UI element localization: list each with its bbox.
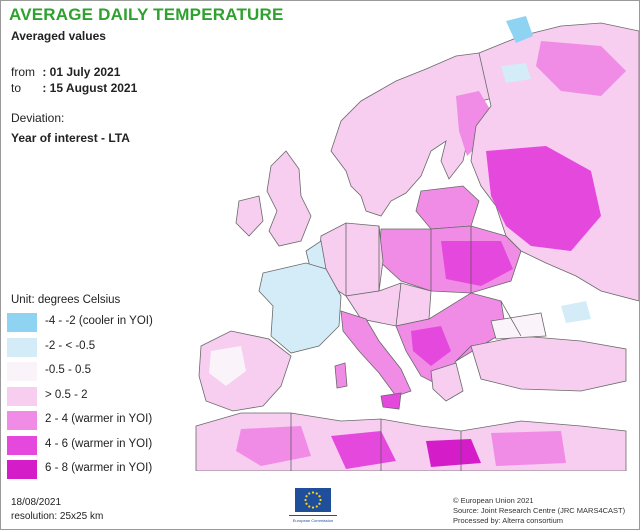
region-ireland [235,195,264,237]
comparison-label: Year of interest - LTA [11,131,130,145]
credit-line: Source: Joint Research Centre (JRC MARS4… [453,506,626,515]
eu-star-icon [305,502,308,505]
credit-line: © European Union 2021 [453,496,534,505]
legend-label: -2 - < -0.5 [45,339,96,352]
map-subtitle: Averaged values [11,29,106,43]
eu-logo-text: European Commission [293,518,333,523]
period-from-label: from [11,65,35,79]
eu-star-icon [311,506,315,509]
legend-label: -4 - -2 (cooler in YOI) [45,315,153,327]
region-north-cool [501,63,531,83]
region-north-africa-warm-west [236,426,311,466]
region-kola-cool [506,16,533,43]
region-turkey-neutral [490,312,547,340]
region-france [258,262,342,354]
legend-label: -0.5 - 0.5 [45,364,92,376]
region-sicily [380,392,402,410]
legend-swatch [7,337,37,357]
credit-line: Processed by: Alterra consortium [453,516,564,525]
eu-star-icon [308,492,311,495]
region-greece [430,362,464,402]
legend-swatch [7,362,37,381]
eu-star-icon [315,492,318,495]
eu-star-icon [319,498,322,502]
unit-label: Unit: degrees Celsius [11,294,121,306]
period-to-label: to [11,81,22,95]
legend-swatch [7,411,37,430]
region-north-africa-hot [331,431,396,469]
legend-label: 4 - 6 (warmer in YOI) [45,437,153,450]
region-balkans-hot [411,326,451,366]
eu-star-icon [315,505,318,508]
credits: © European Union 2021 Source: Joint Resea… [453,496,625,526]
legend-swatch [7,386,37,406]
region-caucasus-cool [561,301,591,323]
region-north-africa-very-hot [426,439,481,467]
legend-label: 2 - 4 (warmer in YOI) [45,413,153,425]
region-iberia-neutral [209,346,246,386]
region-italy [340,310,412,397]
region-ukraine-hot [441,241,513,286]
region-libya-warm [491,431,566,466]
eu-star-icon [308,505,311,508]
borders [290,223,522,471]
region-sardinia [334,362,348,389]
region-turkey [470,335,627,392]
map-title: AVERAGE DAILY TEMPERATURE [9,5,284,24]
deviation-label: Deviation: [11,111,65,125]
footer-date: 18/08/2021 [11,497,62,508]
eu-star-icon [311,491,315,494]
eu-flag-logo: European Commission [289,488,337,523]
eu-star-icon [318,502,321,505]
legend-label: 6 - 8 (warmer in YOI) [45,462,153,474]
region-russia-hot [486,146,601,251]
period-from: from : 01 July 2021 [11,65,120,79]
period-from-value: : 01 July 2021 [42,65,121,79]
legend-label: > 0.5 - 2 [45,388,88,401]
eu-star-icon [304,498,307,502]
legend-swatch [7,313,37,332]
period-to-value: : 15 August 2021 [42,81,138,95]
period-to: to : 15 August 2021 [11,81,137,95]
footer-resolution: resolution: 25x25 km [11,511,104,522]
europe-temperature-map [195,16,639,471]
region-russia-warm-north [536,41,626,96]
eu-star-icon [305,495,308,498]
eu-star-icon [318,495,321,498]
region-baltics [415,185,480,230]
region-britain [266,150,312,247]
legend-swatch [7,435,37,455]
legend-swatch [7,460,37,479]
